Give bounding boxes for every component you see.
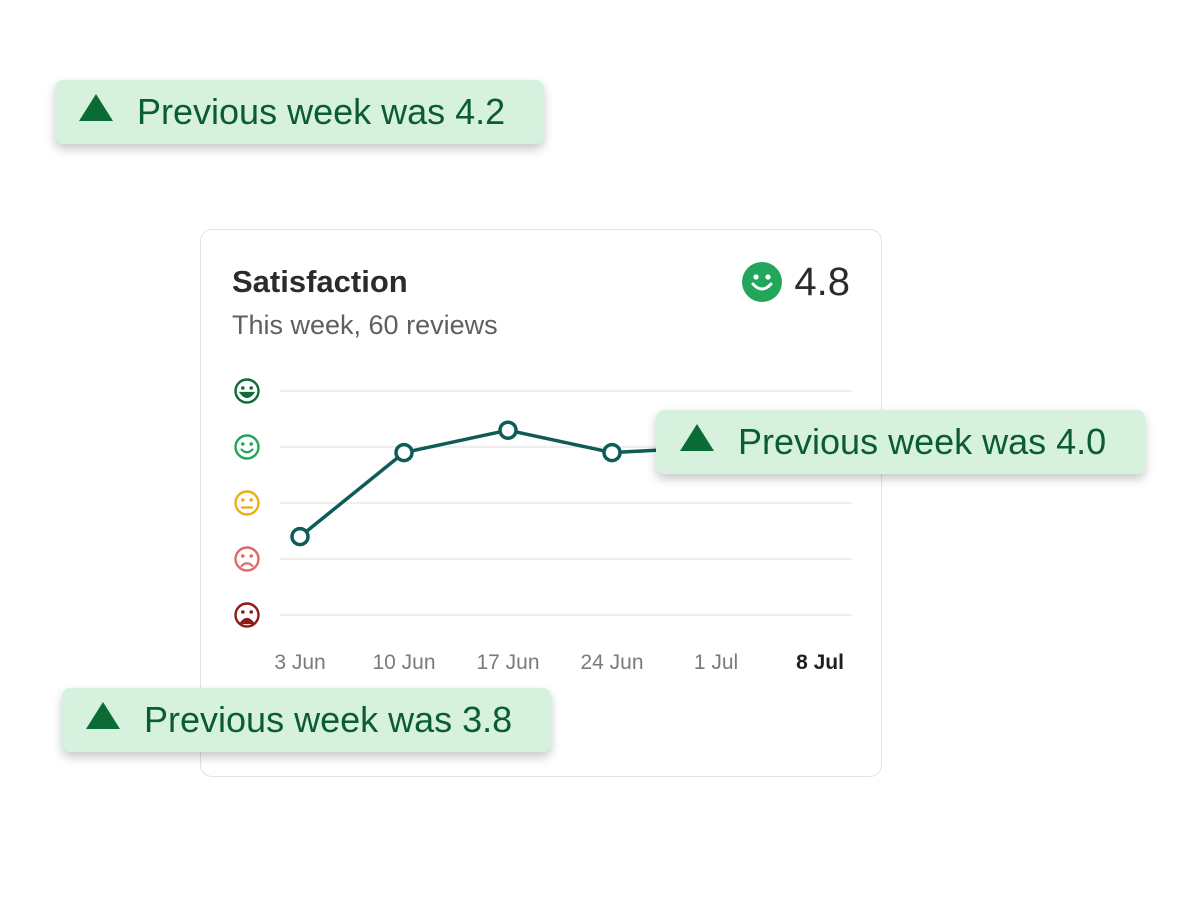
previous-week-tooltip: Previous week was 4.2 (55, 80, 544, 144)
x-tick-label: 17 Jun (476, 651, 539, 674)
x-tick-label: 10 Jun (372, 651, 435, 674)
data-point (394, 442, 414, 463)
tooltip-text: Previous week was 4.0 (738, 421, 1107, 462)
previous-week-tooltip: Previous week was 4.0 (656, 410, 1145, 474)
very-happy-face-icon (234, 378, 260, 404)
up-triangle-icon (79, 93, 113, 121)
up-triangle-icon (86, 701, 120, 729)
score-summary: 4.8 (742, 262, 850, 302)
data-point (498, 420, 518, 440)
x-tick-label: 3 Jun (274, 651, 325, 674)
data-point (602, 442, 622, 463)
up-triangle-icon (680, 423, 714, 451)
card-subtitle: This week, 60 reviews (232, 310, 498, 340)
very-sad-face-icon (234, 602, 260, 628)
data-point (290, 526, 310, 547)
score-value: 4.8 (794, 260, 850, 304)
x-tick-label: 24 Jun (580, 651, 643, 674)
happy-face-icon (234, 434, 260, 460)
tooltip-text: Previous week was 4.2 (137, 91, 506, 132)
neutral-face-icon (234, 490, 260, 516)
x-tick-label: 1 Jul (694, 651, 738, 674)
smile-face-icon (742, 262, 783, 302)
satisfaction-card: Satisfaction This week, 60 reviews 4.8 3… (200, 229, 882, 777)
satisfaction-line-chart: 3 Jun 10 Jun 17 Jun 24 Jun 1 Jul 8 Jul (234, 378, 852, 674)
x-tick-label: 8 Jul (796, 651, 844, 674)
tooltip-text: Previous week was 3.8 (144, 699, 513, 740)
card-title: Satisfaction (232, 264, 408, 299)
previous-week-tooltip: Previous week was 3.8 (62, 688, 551, 752)
sad-face-icon (234, 546, 260, 572)
